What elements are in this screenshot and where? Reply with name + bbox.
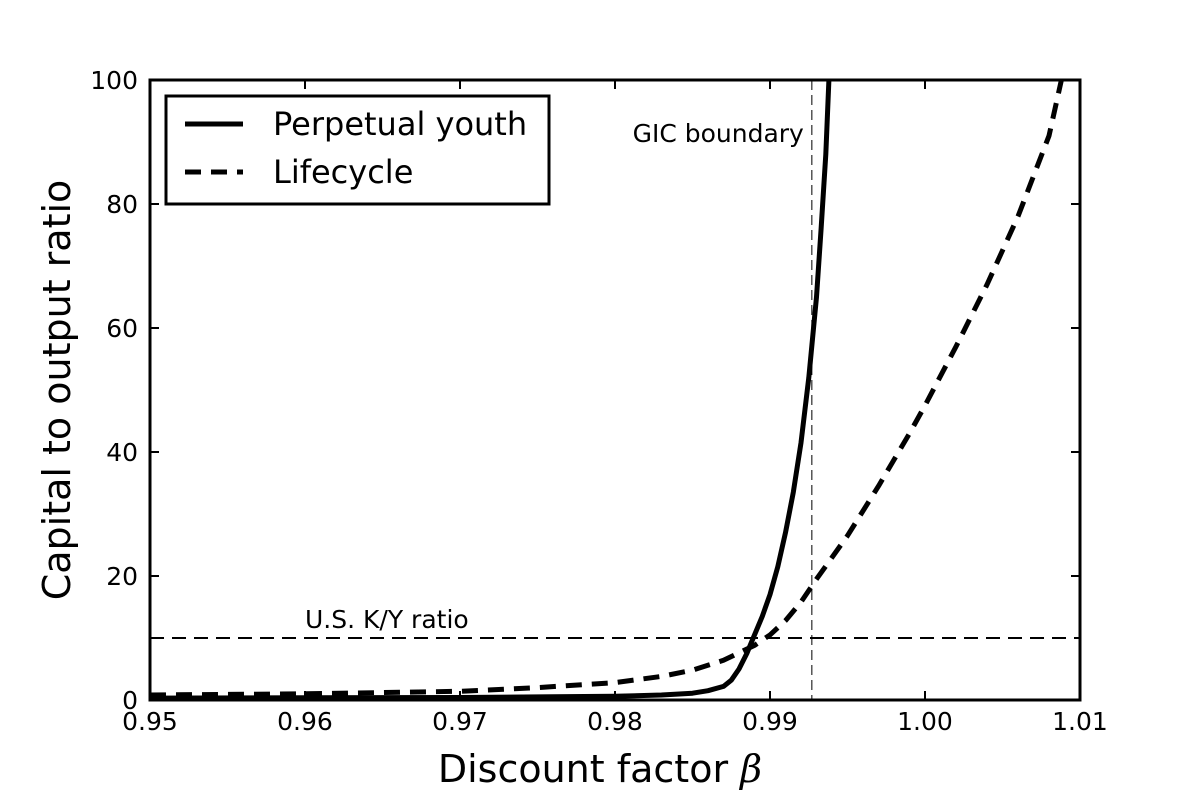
- y-tick-label: 0: [122, 686, 138, 715]
- y-axis-label: Capital to output ratio: [35, 180, 79, 601]
- x-tick-label: 0.97: [432, 707, 488, 736]
- legend-label: Lifecycle: [273, 153, 413, 191]
- us-ky-ratio-annotation: U.S. K/Y ratio: [305, 605, 469, 634]
- y-tick-label: 100: [90, 66, 138, 95]
- axes-labels: Capital to output ratio Discount factor …: [35, 180, 762, 791]
- x-axis-label: Discount factor: [438, 747, 729, 791]
- x-tick-label: 0.95: [122, 707, 178, 736]
- y-tick-label: 60: [106, 314, 138, 343]
- x-axis-symbol: β: [738, 747, 762, 791]
- legend-label: Perpetual youth: [273, 105, 527, 143]
- y-tick-label: 40: [106, 438, 138, 467]
- x-tick-label: 0.99: [742, 707, 798, 736]
- x-tick-label: 1.00: [897, 707, 953, 736]
- series-line-lifecycle: [150, 80, 1064, 698]
- gic-boundary-annotation: GIC boundary: [633, 119, 804, 148]
- y-tick-label: 80: [106, 190, 138, 219]
- axes-frame: [148, 78, 1082, 702]
- axes-ticks: 0.95 0.96 0.97 0.98 0.99 1.00 1.01 0 20 40 60 80 100: [90, 66, 1108, 736]
- series-line-perpetual-youth: [150, 80, 832, 700]
- x-axis-label-group: Discount factor β: [438, 747, 762, 791]
- x-tick-label: 0.98: [587, 707, 643, 736]
- legend-box: [164, 94, 551, 206]
- x-tick-label: 0.96: [277, 707, 333, 736]
- y-tick-label: 20: [106, 562, 138, 591]
- legend: Perpetual youth Lifecycle: [164, 94, 551, 206]
- plot-area: U.S. K/Y ratio GIC boundary: [150, 80, 1080, 700]
- x-tick-label: 1.01: [1052, 707, 1108, 736]
